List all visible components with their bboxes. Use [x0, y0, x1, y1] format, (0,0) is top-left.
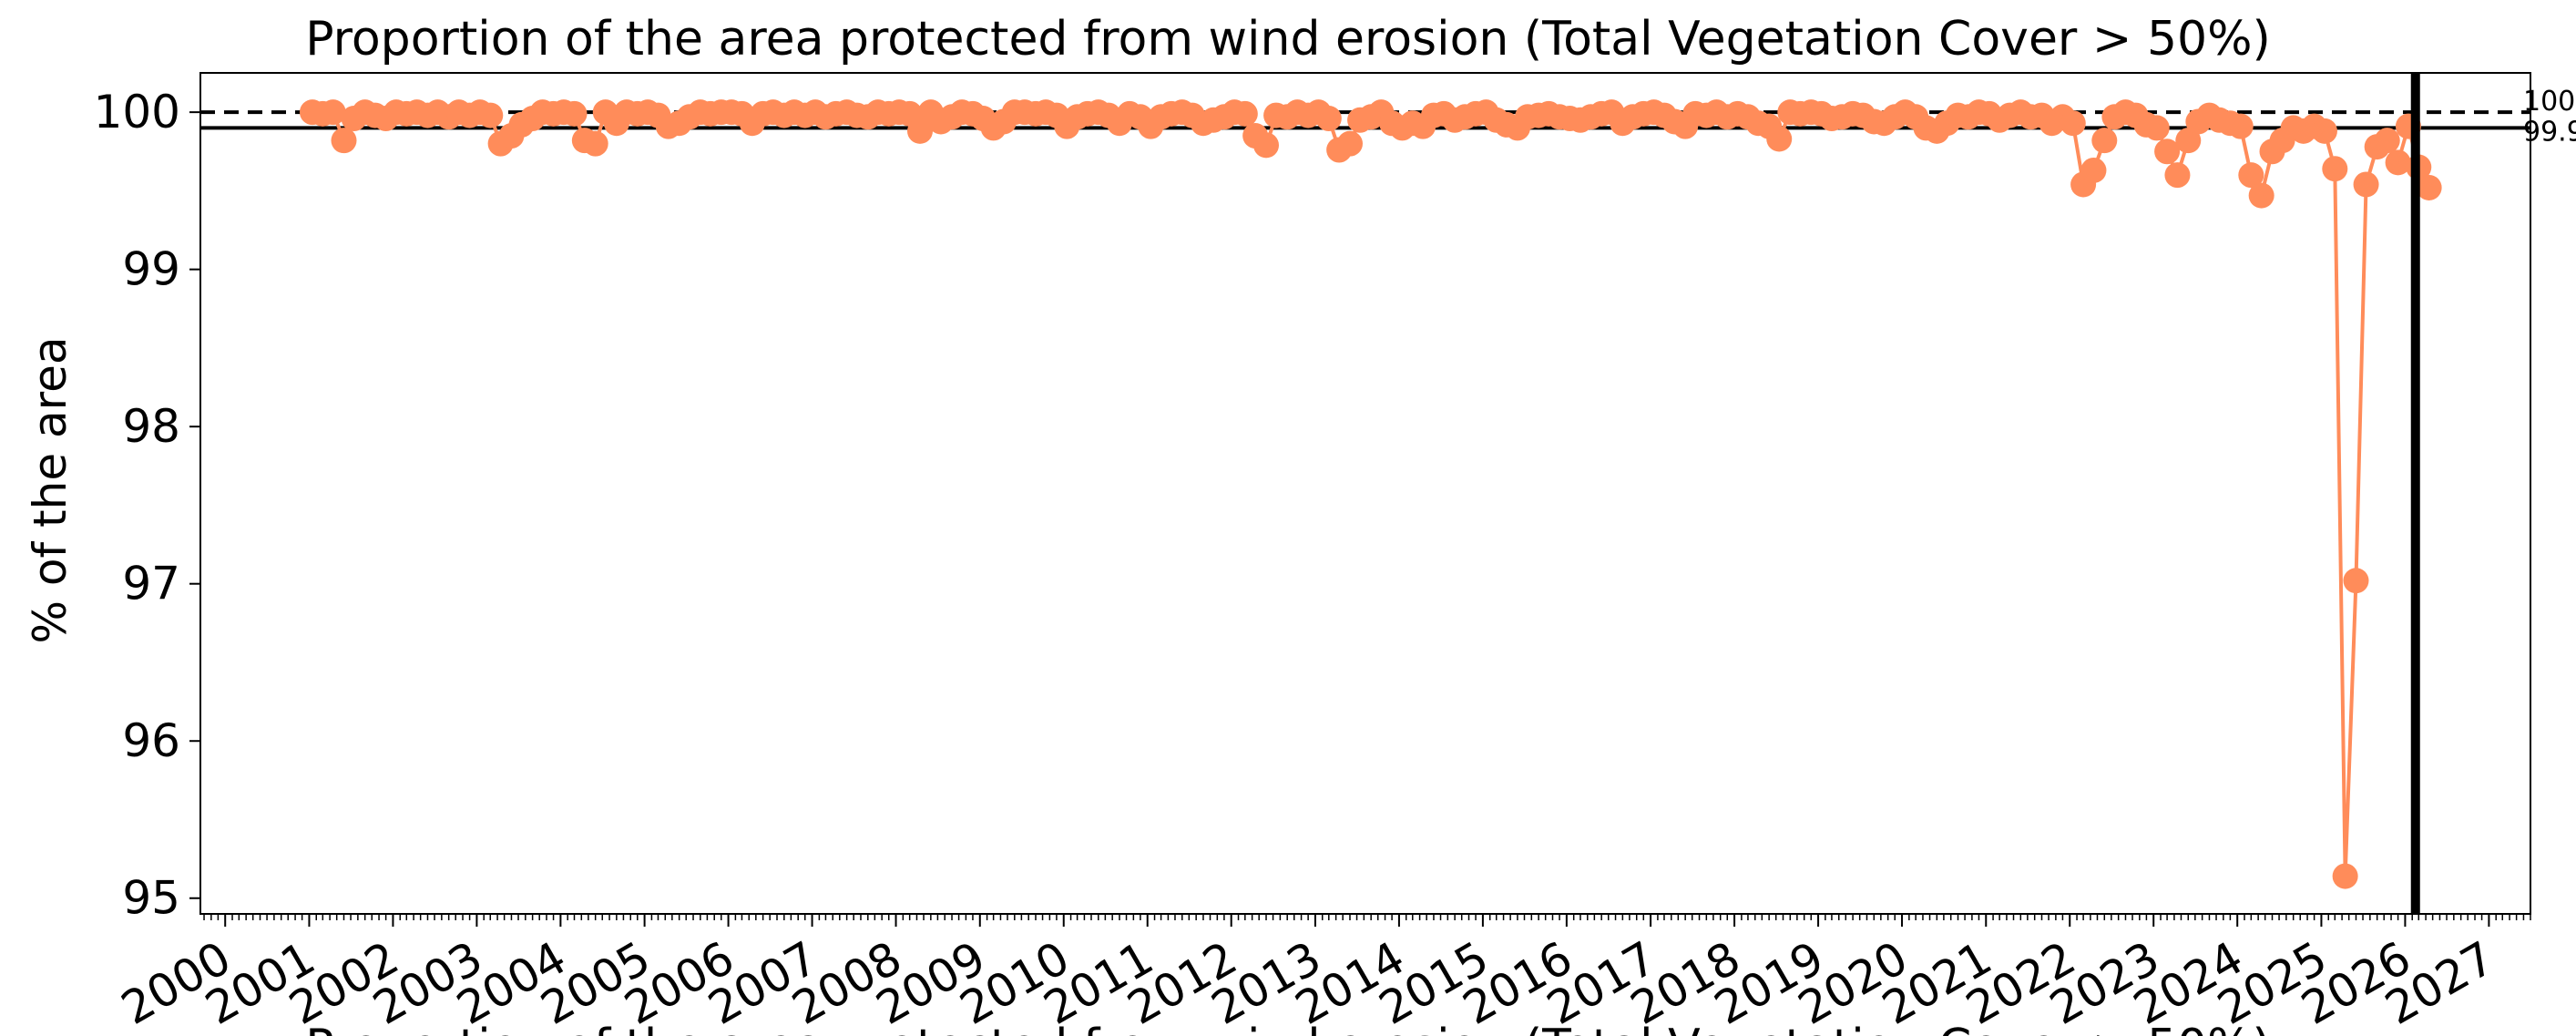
- data-point: [1315, 106, 1342, 132]
- data-point: [2416, 174, 2442, 200]
- data-point: [320, 99, 346, 126]
- data-point: [331, 128, 357, 154]
- series-points: [299, 99, 2442, 889]
- y-tick-label: 99: [122, 243, 180, 296]
- data-point: [2343, 568, 2369, 594]
- y-tick-label: 100: [94, 86, 180, 138]
- data-point: [2311, 118, 2337, 144]
- data-point: [1766, 126, 1793, 152]
- data-point: [2322, 156, 2348, 182]
- y-axis-label: % of the area: [24, 337, 77, 644]
- data-point: [1232, 100, 1258, 127]
- y-tick-label: 96: [122, 714, 180, 767]
- data-point: [2060, 110, 2086, 137]
- x-axis-minor-ticks: [203, 914, 2531, 920]
- data-point: [1253, 132, 1280, 159]
- data-point: [582, 130, 608, 157]
- plot-area: [200, 73, 2530, 914]
- reference-line-labels: 100.099.9: [2523, 86, 2576, 148]
- reference-line-label: 99.9: [2523, 116, 2576, 148]
- data-point: [2374, 128, 2400, 154]
- data-point: [2164, 162, 2191, 189]
- data-point: [477, 102, 504, 128]
- x-axis-ticks: 2000200120022003200420052006200720082009…: [113, 914, 2503, 1035]
- chart-title: Proportion of the area protected from wi…: [305, 12, 2271, 67]
- y-axis-ticks: 95 96 97 98 99 100: [94, 86, 200, 925]
- data-point: [2353, 171, 2379, 198]
- y-tick-label: 97: [122, 558, 180, 610]
- data-point: [1336, 130, 1363, 157]
- plot-frame: [199, 72, 2531, 915]
- data-point: [2238, 162, 2264, 189]
- y-tick-label: 98: [122, 400, 180, 453]
- data-point: [2091, 128, 2118, 154]
- data-point: [2143, 115, 2170, 141]
- series-line: [312, 108, 2431, 877]
- data-point: [2175, 128, 2202, 154]
- data-point: [561, 100, 588, 127]
- y-tick-label: 95: [122, 872, 180, 925]
- data-point: [2332, 863, 2358, 889]
- data-point: [2385, 149, 2411, 176]
- reference-line-label: 100.0: [2523, 86, 2576, 118]
- series-lines: [312, 108, 2431, 877]
- data-point: [2227, 113, 2254, 139]
- data-point: [2248, 182, 2274, 209]
- data-point: [2080, 157, 2107, 183]
- data-point: [907, 118, 934, 144]
- data-point: [2154, 138, 2181, 165]
- x-axis-label: Proportion of the area protected from wi…: [305, 1020, 2271, 1036]
